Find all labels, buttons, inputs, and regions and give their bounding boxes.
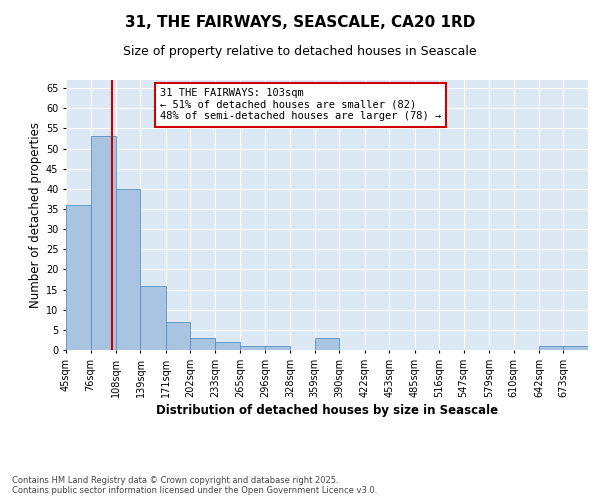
Bar: [166, 322, 190, 350]
Bar: [563, 346, 588, 350]
Bar: [91, 136, 116, 350]
Bar: [240, 346, 265, 350]
Text: 31 THE FAIRWAYS: 103sqm
← 51% of detached houses are smaller (82)
48% of semi-de: 31 THE FAIRWAYS: 103sqm ← 51% of detache…: [160, 88, 441, 122]
Bar: [315, 338, 339, 350]
Y-axis label: Number of detached properties: Number of detached properties: [29, 122, 41, 308]
Bar: [539, 346, 563, 350]
Text: Size of property relative to detached houses in Seascale: Size of property relative to detached ho…: [123, 45, 477, 58]
X-axis label: Distribution of detached houses by size in Seascale: Distribution of detached houses by size …: [156, 404, 498, 417]
Bar: [190, 338, 215, 350]
Bar: [265, 346, 290, 350]
Bar: [140, 286, 166, 350]
Bar: [215, 342, 240, 350]
Bar: [116, 189, 140, 350]
Text: Contains HM Land Registry data © Crown copyright and database right 2025.
Contai: Contains HM Land Registry data © Crown c…: [12, 476, 377, 495]
Bar: [66, 205, 91, 350]
Text: 31, THE FAIRWAYS, SEASCALE, CA20 1RD: 31, THE FAIRWAYS, SEASCALE, CA20 1RD: [125, 15, 475, 30]
